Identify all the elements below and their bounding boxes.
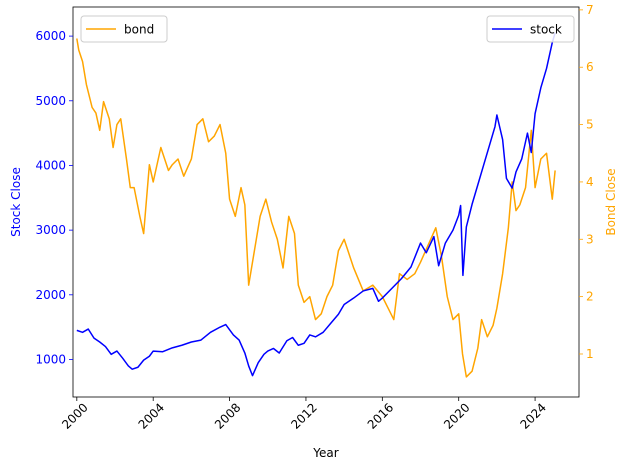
left-y-axis-ticks: 1000 2000 3000 4000 5000 6000 — [35, 29, 73, 366]
x-tick-label: 2020 — [441, 400, 472, 431]
right-y-tick-label: 2 — [586, 290, 594, 304]
right-y-tick-label: 5 — [586, 118, 594, 132]
x-axis-label: Year — [312, 446, 338, 460]
right-y-axis-ticks: 1 2 3 4 5 6 7 — [579, 3, 594, 361]
legend-label-stock: stock — [530, 23, 562, 37]
right-y-tick-label: 3 — [586, 232, 594, 246]
right-y-axis-label: Bond Close — [604, 168, 618, 235]
series-line-stock — [76, 32, 556, 377]
legend-label-bond: bond — [124, 23, 154, 37]
x-tick-label: 2008 — [212, 400, 243, 431]
x-tick-label: 2012 — [288, 400, 319, 431]
x-tick-label: 2024 — [518, 400, 549, 431]
plot-frame — [72, 6, 580, 398]
left-y-axis-label: Stock Close — [9, 167, 23, 237]
x-tick-label: 2004 — [136, 400, 167, 431]
x-axis-ticks: 2000 2004 2008 2012 2016 2020 2024 — [59, 397, 549, 432]
legend-stock: stock — [486, 15, 575, 43]
right-y-tick-label: 1 — [586, 347, 594, 361]
right-y-tick-label: 7 — [586, 3, 594, 17]
left-y-tick-label: 1000 — [35, 352, 66, 366]
left-y-tick-label: 4000 — [35, 158, 66, 172]
series-line-bond — [76, 38, 556, 378]
right-y-tick-label: 4 — [586, 175, 594, 189]
left-y-tick-label: 6000 — [35, 29, 66, 43]
legend-bond: bond — [80, 15, 168, 43]
plot-area — [73, 7, 579, 397]
left-y-tick-label: 2000 — [35, 288, 66, 302]
x-tick-label: 2016 — [365, 400, 396, 431]
x-tick-label: 2000 — [59, 400, 90, 431]
left-y-tick-label: 5000 — [35, 94, 66, 108]
right-y-tick-label: 6 — [586, 60, 594, 74]
left-y-tick-label: 3000 — [35, 223, 66, 237]
